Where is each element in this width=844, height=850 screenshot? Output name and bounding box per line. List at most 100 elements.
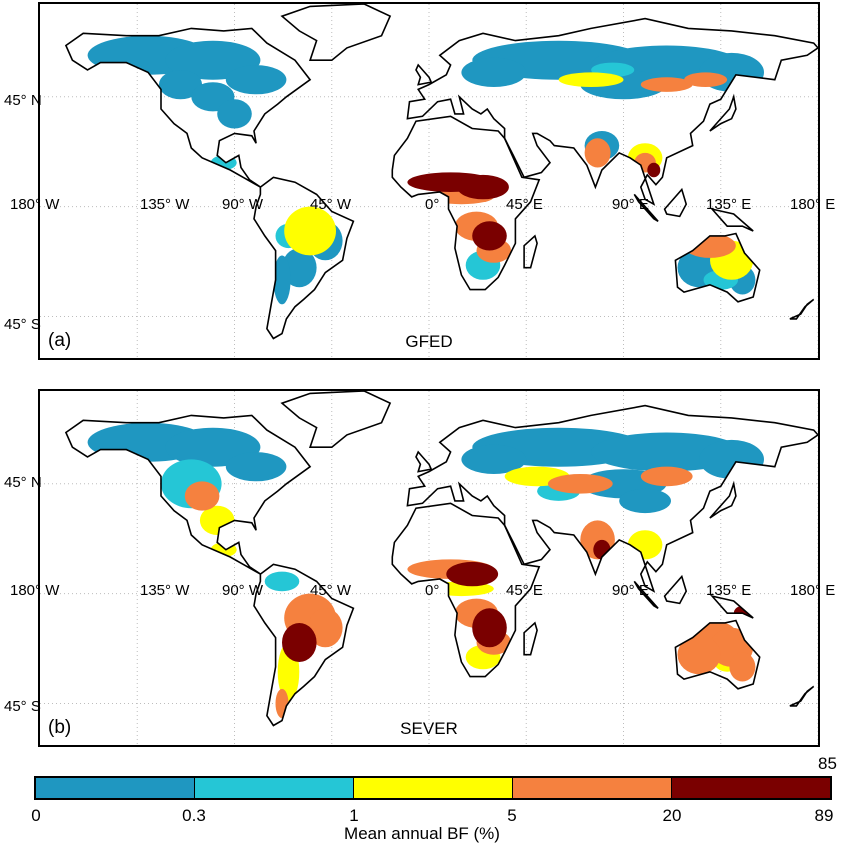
lon-label: 135° W — [140, 582, 190, 599]
lon-label: 90° W — [222, 196, 264, 213]
bf-region — [282, 248, 317, 288]
lon-label: 135° W — [140, 196, 190, 213]
bf-region — [158, 70, 203, 100]
lon-label: 45° W — [310, 582, 352, 599]
bf-region — [472, 608, 507, 648]
bf-region — [729, 652, 756, 682]
coastline-africa — [391, 115, 541, 291]
map-panel-sever: (b) SEVER — [38, 389, 820, 747]
lon-label: 45° E — [506, 196, 543, 213]
bf-region — [584, 138, 611, 168]
panel-title: GFED — [405, 332, 453, 351]
lon-label: 45° E — [506, 582, 543, 599]
bf-region — [225, 65, 287, 95]
lat-label: 45° S — [4, 698, 41, 715]
lon-label: 45° W — [310, 196, 352, 213]
bf-region — [217, 99, 252, 129]
lon-label: 0° — [425, 582, 440, 599]
lon-label: 180° E — [790, 196, 836, 213]
burned-fraction-field — [87, 422, 764, 719]
coastline-northAmerica — [64, 414, 312, 575]
bf-region — [446, 561, 499, 587]
bf-region — [677, 635, 721, 675]
colorbar-segment — [195, 778, 354, 798]
coastline-japan — [709, 480, 737, 519]
coastline-newZealand — [789, 685, 815, 707]
bf-region — [273, 255, 291, 305]
coastline-newGuinea — [709, 207, 754, 232]
coastline-eurasia — [406, 404, 818, 593]
colorbar-tick: 20 — [662, 806, 682, 825]
coastline-indonesia2 — [663, 574, 688, 605]
colorbar-tick: 89 — [814, 806, 834, 825]
lon-label: 135° E — [706, 196, 752, 213]
panel-title: SEVER — [400, 719, 458, 738]
bf-region — [282, 623, 317, 662]
colorbar — [34, 776, 832, 800]
bf-region — [547, 474, 613, 494]
bf-region — [264, 571, 300, 592]
lon-label: 90° E — [612, 196, 649, 213]
colorbar-label: Mean annual BF (%) — [344, 824, 500, 843]
coastline-greenland — [280, 4, 392, 62]
lon-label: 180° W — [10, 196, 60, 213]
coastline-japan — [709, 93, 737, 132]
coastline-britain — [415, 450, 433, 473]
coastline-greenland — [280, 391, 392, 449]
colorbar-segment — [36, 778, 195, 798]
coastline-britain — [415, 63, 433, 86]
bf-region — [275, 688, 289, 719]
bf-region — [184, 481, 220, 511]
bf-region — [461, 57, 527, 87]
bf-region — [619, 488, 671, 514]
coastline-australia — [674, 232, 761, 303]
bf-region — [640, 77, 693, 92]
lat-label: 45° N — [4, 474, 42, 491]
coastline-madagascar — [523, 621, 538, 656]
coastline-northAmerica — [64, 27, 312, 188]
coastline-indonesia1 — [633, 193, 659, 222]
map-canvas-gfed — [40, 4, 818, 358]
coastline-africa — [391, 502, 541, 678]
panel-letter: (a) — [48, 330, 72, 351]
coastline-australia — [674, 619, 761, 690]
bf-region — [647, 162, 661, 178]
colorbar-segment — [354, 778, 513, 798]
lon-label: 90° W — [222, 582, 264, 599]
colorbar-tick: 0 — [31, 806, 41, 825]
colorbar-top-value: 85 — [818, 754, 837, 773]
colorbar-tick: 0.3 — [182, 806, 206, 825]
panel-letter: (b) — [48, 717, 72, 738]
coastline-southAmerica — [253, 563, 355, 727]
coastline-eurasia — [406, 17, 818, 206]
bf-region — [461, 444, 527, 474]
colorbar-tick: 1 — [349, 806, 359, 825]
coastline-southAmerica — [253, 176, 355, 340]
colorbar-tick: 5 — [507, 806, 517, 825]
bf-region — [684, 72, 728, 87]
coastline-newZealand — [789, 298, 815, 320]
bf-region — [558, 72, 624, 87]
lon-label: 0° — [425, 196, 440, 213]
bf-region — [684, 233, 736, 258]
coastline-madagascar — [523, 234, 538, 269]
lat-label: 45° S — [4, 316, 41, 333]
lon-label: 180° W — [10, 582, 60, 599]
lon-label: 180° E — [790, 582, 836, 599]
colorbar-segment — [672, 778, 830, 798]
lon-label: 90° E — [612, 582, 649, 599]
map-canvas-sever — [40, 391, 818, 745]
coastline-newGuinea — [709, 594, 754, 619]
coastline-indonesia1 — [633, 580, 659, 609]
colorbar-segment — [513, 778, 672, 798]
lat-label: 45° N — [4, 92, 42, 109]
burned-fraction-field — [87, 35, 764, 305]
lon-label: 135° E — [706, 582, 752, 599]
bf-region — [284, 206, 336, 256]
bf-region — [699, 439, 764, 479]
bf-region — [457, 174, 509, 200]
bf-region — [472, 221, 507, 251]
bf-region — [627, 530, 663, 560]
bf-region — [640, 466, 693, 487]
map-panel-gfed: (a) GFED — [38, 2, 820, 360]
